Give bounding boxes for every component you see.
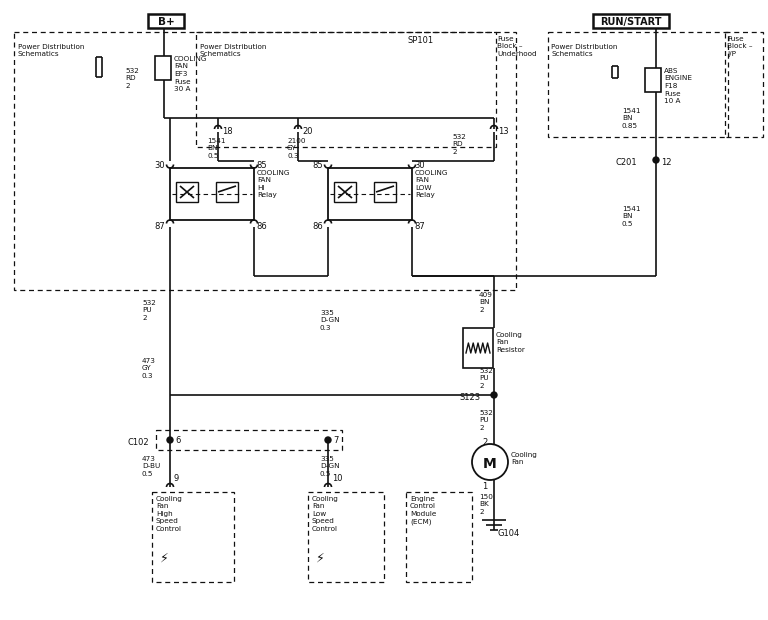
Text: Cooling
Fan
Low
Speed
Control: Cooling Fan Low Speed Control: [312, 496, 339, 532]
Text: 473
GY
0.3: 473 GY 0.3: [142, 358, 156, 379]
Text: Cooling
Fan: Cooling Fan: [511, 452, 538, 466]
Text: 409
BN
2: 409 BN 2: [479, 292, 493, 313]
Text: 87: 87: [414, 222, 425, 231]
Bar: [548, 32, 728, 137]
Bar: [334, 182, 356, 202]
Text: RUN/START: RUN/START: [601, 17, 662, 27]
Bar: [14, 32, 516, 290]
Bar: [328, 168, 412, 220]
Text: COOLING
FAN
HI
Relay: COOLING FAN HI Relay: [257, 170, 290, 198]
Text: COOLING
FAN
LOW
Relay: COOLING FAN LOW Relay: [415, 170, 449, 198]
Text: 20: 20: [302, 127, 313, 136]
Text: 86: 86: [256, 222, 266, 231]
Text: 6: 6: [175, 436, 180, 445]
Text: 30: 30: [414, 161, 425, 170]
Text: 150
BK
2: 150 BK 2: [479, 494, 493, 515]
Bar: [645, 68, 661, 92]
Bar: [593, 14, 669, 28]
Text: 335
D-GN
0.3: 335 D-GN 0.3: [320, 310, 339, 331]
Text: 532
PU
2: 532 PU 2: [479, 368, 493, 389]
Text: Engine
Control
Module
(ECM): Engine Control Module (ECM): [410, 496, 436, 525]
Text: 10: 10: [332, 474, 343, 483]
Text: C201: C201: [616, 158, 637, 167]
Text: 9: 9: [174, 474, 179, 483]
Text: 13: 13: [498, 127, 508, 136]
Bar: [308, 492, 384, 582]
Bar: [406, 492, 472, 582]
Text: 7: 7: [333, 436, 339, 445]
Text: Cooling
Fan
Resistor: Cooling Fan Resistor: [496, 332, 525, 353]
Bar: [216, 182, 238, 202]
Circle shape: [167, 437, 173, 443]
Text: 86: 86: [312, 222, 323, 231]
Text: Fuse
Block –
Underhood: Fuse Block – Underhood: [497, 36, 537, 57]
Text: 85: 85: [256, 161, 266, 170]
Text: Power Distribution
Schematics: Power Distribution Schematics: [551, 44, 617, 58]
Text: G104: G104: [498, 529, 520, 538]
Text: 1541
BN
0.5: 1541 BN 0.5: [207, 138, 226, 159]
Text: 532
PU
2: 532 PU 2: [142, 300, 156, 321]
Text: 532
RD
2: 532 RD 2: [125, 68, 139, 89]
Text: Fuse
Block –
I/P: Fuse Block – I/P: [727, 36, 753, 57]
Text: ABS
ENGINE
F18
Fuse
10 A: ABS ENGINE F18 Fuse 10 A: [664, 68, 692, 104]
Text: M: M: [483, 457, 497, 471]
Bar: [148, 14, 184, 28]
Text: S123: S123: [460, 393, 481, 402]
Text: 335
D-GN
0.5: 335 D-GN 0.5: [320, 456, 339, 477]
Circle shape: [472, 444, 508, 480]
Text: 1541
BN
0.5: 1541 BN 0.5: [622, 206, 641, 227]
Text: Power Distribution
Schematics: Power Distribution Schematics: [18, 44, 84, 58]
Bar: [156, 430, 342, 450]
Bar: [155, 56, 171, 80]
Text: 1: 1: [482, 482, 487, 491]
Text: 87: 87: [154, 222, 165, 231]
Circle shape: [491, 392, 497, 398]
Text: 2: 2: [482, 438, 487, 447]
Text: 12: 12: [661, 158, 671, 167]
Bar: [725, 32, 763, 137]
Text: B+: B+: [157, 17, 174, 27]
Bar: [170, 168, 254, 220]
Bar: [374, 182, 396, 202]
Bar: [463, 328, 493, 368]
Text: COOLING
FAN
EF3
Fuse
30 A: COOLING FAN EF3 Fuse 30 A: [174, 56, 207, 92]
Text: 532
PU
2: 532 PU 2: [479, 410, 493, 431]
Text: SP101: SP101: [407, 36, 433, 45]
Text: Cooling
Fan
High
Speed
Control: Cooling Fan High Speed Control: [156, 496, 183, 532]
Text: 1541
BN
0.85: 1541 BN 0.85: [622, 108, 641, 129]
Text: C102: C102: [128, 438, 150, 447]
Text: ⚡: ⚡: [160, 552, 169, 565]
Text: 2100
GY
0.3: 2100 GY 0.3: [287, 138, 306, 159]
Circle shape: [325, 437, 331, 443]
Bar: [196, 32, 496, 147]
Circle shape: [653, 157, 659, 163]
Bar: [152, 492, 234, 582]
Text: ⚡: ⚡: [316, 552, 325, 565]
Text: Power Distribution
Schematics: Power Distribution Schematics: [200, 44, 266, 58]
Bar: [176, 182, 198, 202]
Text: 30: 30: [154, 161, 164, 170]
Text: 473
D-BU
0.5: 473 D-BU 0.5: [142, 456, 161, 477]
Text: 18: 18: [222, 127, 233, 136]
Text: 532
RD
2: 532 RD 2: [452, 134, 466, 155]
Text: 85: 85: [312, 161, 323, 170]
